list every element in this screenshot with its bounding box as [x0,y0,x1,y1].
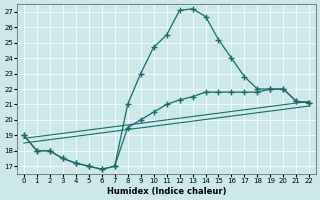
X-axis label: Humidex (Indice chaleur): Humidex (Indice chaleur) [107,187,226,196]
